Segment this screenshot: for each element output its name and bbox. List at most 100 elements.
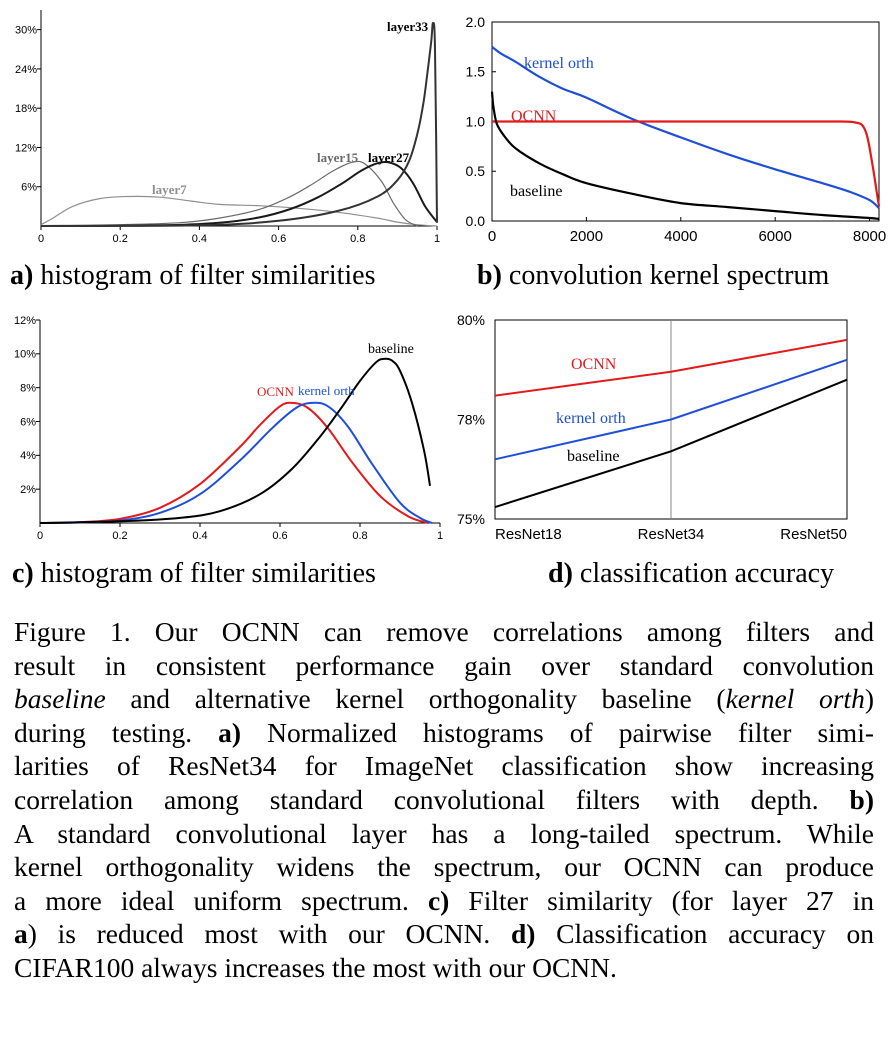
chart-b-kernel-spectrum: 0 2000 4000 6000 8000 0.0 0.5 1.0 1.5 2.0 kernel o… (466, 14, 887, 245)
x-tick-label-0-8: 0.8 (350, 233, 365, 245)
chart-c-layer27-similarity-histogram: 0 0.2 0.4 0.6 0.8 12%4%6%8%10%12%OCNN kernel o… (14, 315, 443, 542)
annotation-layer27: layer27 (368, 150, 410, 165)
caption-line: larities of ResNet34 for ImageNet classi… (14, 749, 874, 783)
series-line-layer15 (40, 160, 418, 227)
y-tick-label-2-0: 2.0 (466, 14, 486, 30)
caption-line: result in consistent performance gain ov… (14, 649, 874, 683)
caption-segment: A standard convolutional layer has a lon… (14, 817, 874, 849)
caption-a: a) histogram of filter similarities (10, 262, 375, 290)
x-tick-label-6000: 6000 (758, 228, 791, 245)
y-tick-label-8: 8% (20, 383, 36, 395)
y-tick-label-78: 78% (457, 412, 485, 428)
annotation-layer15: layer15 (317, 150, 359, 165)
x-tick-label-0-4: 0.4 (192, 233, 207, 245)
chart-d-classification-accuracy: ResNet18 ResNet34 ResNet50 75% 78% 80% OCNN ker… (457, 312, 848, 543)
annotation-ocnn: OCNN (571, 356, 617, 373)
annotation-kernel-orth: kernel orth (556, 410, 626, 427)
caption-segment: Figure 1. Our OCNN can remove correlatio… (14, 616, 874, 647)
figure-caption: Figure 1. Our OCNN can remove correlatio… (14, 615, 874, 985)
annotation-baseline: baseline (368, 342, 414, 357)
y-tick-label-0-5: 0.5 (466, 163, 486, 179)
caption-segment: ) (864, 683, 874, 715)
series-line-ocnn (494, 338, 848, 397)
series-line-baseline (494, 378, 848, 509)
series-line-layer33 (40, 21, 438, 227)
y-tick-label-30: 30% (15, 24, 37, 36)
caption-segment: a (14, 918, 28, 950)
y-tick-label-80: 80% (457, 312, 485, 328)
y-tick-label-1-5: 1.5 (466, 64, 486, 80)
annotation-layer33: layer33 (387, 19, 429, 34)
caption-d: d) classification accuracy (548, 560, 834, 588)
annotation-ocnn: OCNN (511, 108, 557, 125)
caption-segment: a) (218, 716, 242, 748)
caption-segment: Classification accuracy on (535, 918, 874, 950)
caption-segment: b) (849, 783, 874, 815)
x-tick-label-resnet18: ResNet18 (495, 526, 562, 543)
annotation-layer7: layer7 (152, 182, 187, 197)
x-tick-label-4000: 4000 (664, 228, 697, 245)
caption-segment: kernel orthogonality widens the spectrum… (14, 851, 874, 883)
caption-segment: correlation among standard convolutional… (14, 783, 850, 815)
series-line-kernel-orth (39, 401, 433, 524)
caption-c: c) histogram of filter similarities (12, 560, 376, 588)
y-tick-label-1-0: 1.0 (466, 113, 486, 129)
caption-a-label: a) (10, 260, 34, 291)
annotation-kernel-orth: kernel orth (298, 383, 355, 398)
y-tick-label-4: 4% (20, 450, 36, 462)
series-line-baseline (490, 91, 880, 221)
x-tick-label-8000: 8000 (853, 228, 886, 245)
x-tick-label-0-6: 0.6 (271, 233, 286, 245)
annotation-baseline: baseline (567, 448, 619, 465)
caption-segment: CIFAR100 always increases the most with … (14, 951, 617, 983)
caption-line: baseline and alternative kernel orthogon… (14, 682, 874, 716)
caption-segment: and alternative kernel orthogonality bas… (105, 683, 726, 715)
x-tick-label-0: 0 (38, 233, 44, 245)
y-tick-label-10: 10% (14, 349, 36, 361)
caption-line: A standard convolutional layer has a lon… (14, 817, 874, 851)
plot-area: 0 2000 4000 6000 8000 0.0 0.5 1.0 1.5 2.0 (466, 14, 887, 245)
caption-b-text: convolution kernel spectrum (501, 260, 830, 291)
caption-line: Figure 1. Our OCNN can remove correlatio… (14, 615, 874, 649)
caption-segment: ) is reduced most with our OCNN. (27, 918, 512, 950)
plot-area: 0 0.2 0.4 0.6 0.8 12%4%6%8%10%12% (14, 315, 443, 542)
chart-a-filter-similarity-histogram: 0 0.2 0.4 0.6 0.8 1 6% 12% 18% 24% 30% layer7 layer1… (15, 10, 440, 245)
annotation-baseline: baseline (510, 183, 562, 200)
y-tick-label-6: 6% (21, 182, 37, 194)
y-tick-label-18: 18% (15, 103, 37, 115)
y-tick-label-12: 12% (15, 142, 37, 154)
x-tick-label-0: 0 (488, 228, 496, 245)
series-line-ocnn (492, 120, 881, 207)
caption-segment: c) (427, 884, 450, 916)
x-tick-label-1: 1 (434, 233, 440, 245)
caption-segment: baseline (14, 683, 106, 715)
caption-segment: larities of ResNet34 for ImageNet classi… (14, 750, 874, 782)
x-tick-label-0: 0 (37, 530, 43, 542)
y-tick-label-6: 6% (20, 416, 36, 428)
caption-segment: result in consistent performance gain ov… (14, 649, 874, 681)
caption-b: b) convolution kernel spectrum (477, 262, 829, 290)
annotation-kernel-orth: kernel orth (524, 55, 594, 72)
caption-c-label: c) (12, 558, 34, 589)
caption-segment: during testing. (14, 716, 219, 748)
x-tick-label-0-8: 0.8 (352, 530, 367, 542)
caption-a-text: histogram of filter similarities (33, 260, 376, 291)
x-tick-label-0-2: 0.2 (113, 233, 128, 245)
series-line-baseline (39, 357, 431, 524)
caption-d-text: classification accuracy (572, 558, 835, 589)
x-tick-label-0-4: 0.4 (192, 530, 207, 542)
caption-c-text: histogram of filter similarities (33, 558, 376, 589)
annotation-ocnn: OCNN (257, 384, 294, 399)
x-tick-label-1: 1 (437, 530, 443, 542)
caption-segment: d) (511, 918, 536, 950)
plot-area: ResNet18 ResNet34 ResNet50 75% 78% 80% (457, 312, 848, 543)
y-tick-label-0-0: 0.0 (466, 213, 486, 229)
caption-line: CIFAR100 always increases the most with … (14, 951, 874, 985)
caption-segment: Normalized histograms of pairwise filter… (241, 716, 874, 748)
x-tick-label-resnet34: ResNet34 (638, 526, 705, 543)
caption-segment: Filter similarity (for layer 27 in (449, 884, 874, 916)
series-line-layer27 (40, 160, 438, 227)
series-line-ocnn (39, 401, 429, 524)
x-tick-label-2000: 2000 (570, 228, 603, 245)
caption-line: during testing. a) Normalized histograms… (14, 716, 874, 750)
